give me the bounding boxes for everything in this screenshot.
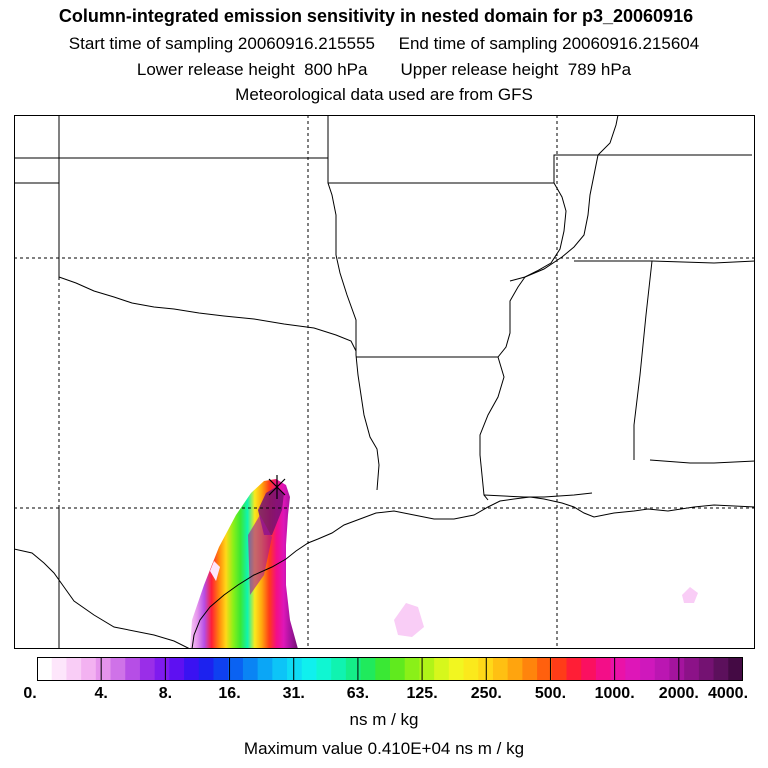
colorbar-swatch — [345, 657, 362, 681]
page-title: Column-integrated emission sensitivity i… — [58, 6, 694, 26]
border-line — [483, 492, 593, 498]
colorbar-swatch — [301, 657, 317, 681]
colorbar-swatch — [537, 657, 553, 681]
colorbar-swatch — [213, 657, 229, 681]
sampling-times: Start time of sampling 20060916.215555 E… — [0, 34, 768, 54]
colorbar-swatch — [610, 657, 626, 681]
colorbar-swatch — [287, 657, 303, 681]
colorbar-swatch — [654, 657, 670, 681]
map-panel — [14, 115, 755, 649]
max-value-label: Maximum value 0.410E+04 ns m / kg — [243, 739, 525, 758]
colorbar-swatch — [272, 657, 288, 681]
colorbar-tick-label: 0. — [23, 685, 37, 702]
border-line — [327, 115, 380, 491]
colorbar-swatch — [684, 657, 700, 681]
colorbar-swatch — [713, 657, 729, 681]
colorbar-swatch — [198, 657, 214, 681]
border-line — [58, 115, 357, 352]
colorbar-swatch — [316, 657, 332, 681]
lower-release-height: Lower release height 800 hPa — [136, 60, 368, 79]
colorbar-swatch — [125, 657, 141, 681]
coastline — [191, 496, 755, 649]
colorbar-swatch — [419, 657, 435, 681]
colorbar-swatch — [698, 657, 715, 681]
colorbar-tick-label: 4000. — [707, 685, 749, 702]
colorbar-swatch — [51, 657, 67, 681]
star-marker — [268, 475, 286, 499]
colorbar-swatch — [728, 657, 743, 681]
border-line — [479, 356, 505, 501]
colorbar-swatch — [625, 657, 641, 681]
units-label: ns m / kg — [349, 710, 419, 729]
colorbar-tick-label: 1000. — [594, 685, 635, 702]
graticule — [14, 115, 755, 649]
colorbar-swatch — [404, 657, 420, 681]
faint-patch-3 — [210, 561, 220, 581]
border-line — [14, 548, 191, 649]
colorbar-tick-label: 2000. — [658, 685, 699, 702]
colorbar-swatch — [640, 657, 656, 681]
border-line — [649, 459, 755, 464]
colorbar-swatch — [257, 657, 273, 681]
end-time: End time of sampling 20060916.215604 — [398, 34, 700, 53]
colorbar-swatch — [507, 657, 523, 681]
border-line — [553, 154, 752, 183]
border-line — [356, 115, 619, 358]
faint-patch-2 — [682, 587, 698, 603]
colorbar-swatch — [110, 657, 126, 681]
colorbar-swatch — [522, 657, 538, 681]
colorbar-swatch — [448, 657, 465, 681]
colorbar-swatch — [595, 657, 612, 681]
emission-plume — [190, 479, 698, 649]
colorbar-tick-label: 63. — [346, 685, 370, 702]
colorbar-swatch — [331, 657, 347, 681]
colorbar-tick-label: 31. — [282, 685, 305, 702]
colorbar-swatch — [669, 657, 685, 681]
colorbar-swatch — [184, 657, 200, 681]
colorbar-tick-label: 500. — [534, 685, 567, 702]
start-time: Start time of sampling 20060916.215555 — [68, 34, 376, 53]
border-line — [328, 182, 567, 282]
colorbar-swatch — [169, 657, 185, 681]
colorbar-swatch — [375, 657, 391, 681]
colorbar-swatch — [228, 657, 244, 681]
map-frame — [14, 115, 755, 649]
colorbar-swatch — [551, 657, 567, 681]
colorbar-tick-label: 16. — [218, 685, 241, 702]
colorbar-swatch — [492, 657, 509, 681]
colorbar-swatch — [360, 657, 376, 681]
border-line — [574, 260, 755, 264]
colorbar-tick-label: 8. — [158, 685, 173, 702]
colorbar-swatch — [154, 657, 170, 681]
colorbar-tick-label: 250. — [470, 685, 502, 702]
colorbar-swatch — [95, 657, 112, 681]
colorbar — [37, 657, 743, 681]
upper-release-height: Upper release height 789 hPa — [400, 60, 632, 79]
colorbar-tick-label: 4. — [94, 685, 108, 702]
colorbar-swatch — [66, 657, 82, 681]
faint-patch-1 — [394, 603, 424, 637]
colorbar-swatch — [463, 657, 479, 681]
coastlines-and-borders — [14, 115, 755, 649]
colorbar-swatch — [37, 657, 53, 681]
colorbar-swatch — [139, 657, 156, 681]
colorbar-swatch — [242, 657, 259, 681]
met-data-source: Meteorological data used are from GFS — [235, 85, 533, 104]
border-line — [633, 260, 653, 460]
release-heights: Lower release height 800 hPa Upper relea… — [0, 60, 768, 80]
colorbar-frame — [37, 657, 743, 681]
colorbar-swatch — [566, 657, 582, 681]
colorbar-swatch — [81, 657, 97, 681]
colorbar-swatch — [390, 657, 406, 681]
colorbar-swatch — [434, 657, 450, 681]
colorbar-swatch — [581, 657, 597, 681]
colorbar-tick-label: 125. — [406, 685, 438, 702]
